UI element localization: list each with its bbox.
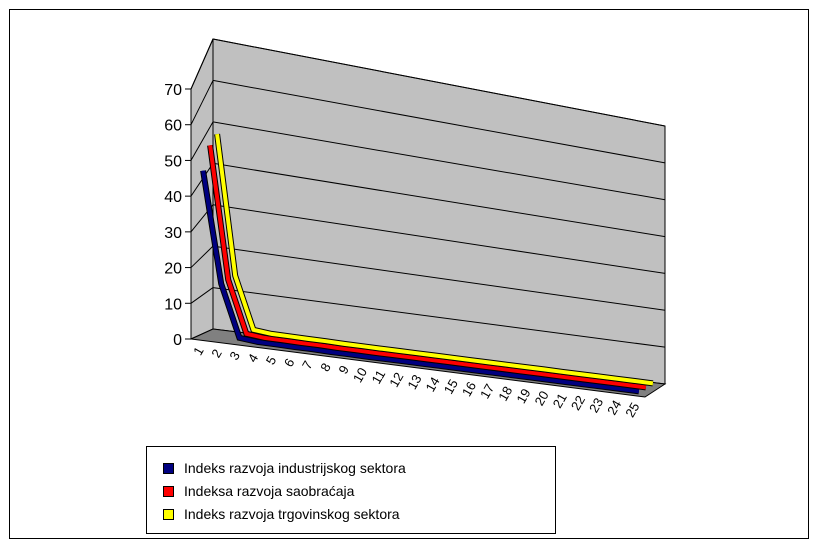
- series-0: [200, 170, 640, 395]
- series-1: [207, 144, 647, 391]
- x-tick-label: 19: [513, 386, 533, 406]
- series-group: [200, 133, 654, 395]
- side-wall: [190, 38, 214, 340]
- y-tick-label: 20: [164, 261, 182, 278]
- y-tick-label: 60: [164, 118, 182, 135]
- chart-frame: 0 10 20 30 40 50 60 70 1 2 3 4 5 6 7 8 9 10 11 12 13 14 15 16 1…: [9, 9, 809, 539]
- gridline-back-30: [212, 204, 666, 274]
- y-tick-label: 70: [164, 82, 182, 99]
- gridline-back-50: [212, 121, 666, 201]
- x-tick-label: 2: [208, 346, 225, 360]
- x-tick-label: 10: [350, 365, 370, 385]
- series-2: [214, 133, 654, 387]
- x-tick-label: 17: [477, 381, 497, 401]
- x-tick-label: 8: [317, 360, 334, 374]
- legend-swatch-industry: [163, 462, 174, 474]
- x-tick-label: 20: [531, 388, 551, 408]
- x-tick-label: 4: [245, 351, 262, 365]
- y-tick-label: 30: [164, 225, 182, 242]
- legend-item-industry: Indeks razvoja industrijskog sektora: [163, 457, 406, 479]
- x-tick-label: 11: [369, 367, 389, 386]
- gridline-back-20: [212, 245, 666, 311]
- y-tick-label: 0: [173, 332, 182, 349]
- y-tick-label: 40: [164, 189, 182, 206]
- gridline-side-10: [190, 287, 214, 304]
- x-tick-label: 13: [404, 372, 424, 392]
- gridline-side-50: [190, 121, 214, 161]
- x-tick-label: 22: [568, 393, 588, 413]
- legend-label-transport: Indeksa razvoja saobraćaja: [184, 483, 355, 499]
- x-tick-label: 25: [622, 400, 642, 420]
- x-tick-label: 14: [423, 374, 443, 394]
- legend-label-trade: Indeks razvoja trgovinskog sektora: [184, 506, 400, 522]
- x-tick-label: 9: [335, 363, 352, 377]
- gridline-back-10: [212, 287, 666, 348]
- x-tick-label: 23: [586, 395, 606, 415]
- y-axis: 0 10 20 30 40 50 60 70: [164, 82, 192, 349]
- legend-label-industry: Indeks razvoja industrijskog sektora: [184, 460, 406, 476]
- gridline-side-60: [190, 80, 214, 125]
- x-tick-label: 6: [281, 356, 298, 370]
- gridline-side-20: [190, 245, 214, 268]
- legend: Indeks razvoja industrijskog sektora Ind…: [146, 446, 556, 534]
- y-tick-label: 50: [164, 153, 182, 170]
- gridline-back-70: [212, 38, 666, 127]
- x-tick-label: 12: [386, 370, 406, 390]
- x-tick-label: 7: [299, 358, 316, 372]
- gridline-back-40: [212, 162, 666, 238]
- x-tick-label: 24: [604, 398, 624, 418]
- y-tick-label: 10: [164, 296, 182, 313]
- x-tick-label: 18: [495, 384, 515, 404]
- x-tick-label: 21: [550, 391, 570, 411]
- gridline-back-60: [212, 79, 666, 164]
- x-tick-label: 5: [263, 353, 280, 367]
- legend-item-transport: Indeksa razvoja saobraćaja: [163, 480, 354, 502]
- gridline-side-70: [190, 38, 214, 90]
- x-tick-label: 3: [226, 349, 243, 363]
- legend-swatch-transport: [163, 485, 174, 497]
- gridlines: [190, 38, 666, 348]
- legend-item-trade: Indeks razvoja trgovinskog sektora: [163, 503, 400, 525]
- legend-swatch-trade: [163, 508, 174, 520]
- x-tick-label: 16: [459, 379, 479, 399]
- x-tick-label: 15: [441, 377, 461, 397]
- x-tick-label: 1: [190, 344, 207, 358]
